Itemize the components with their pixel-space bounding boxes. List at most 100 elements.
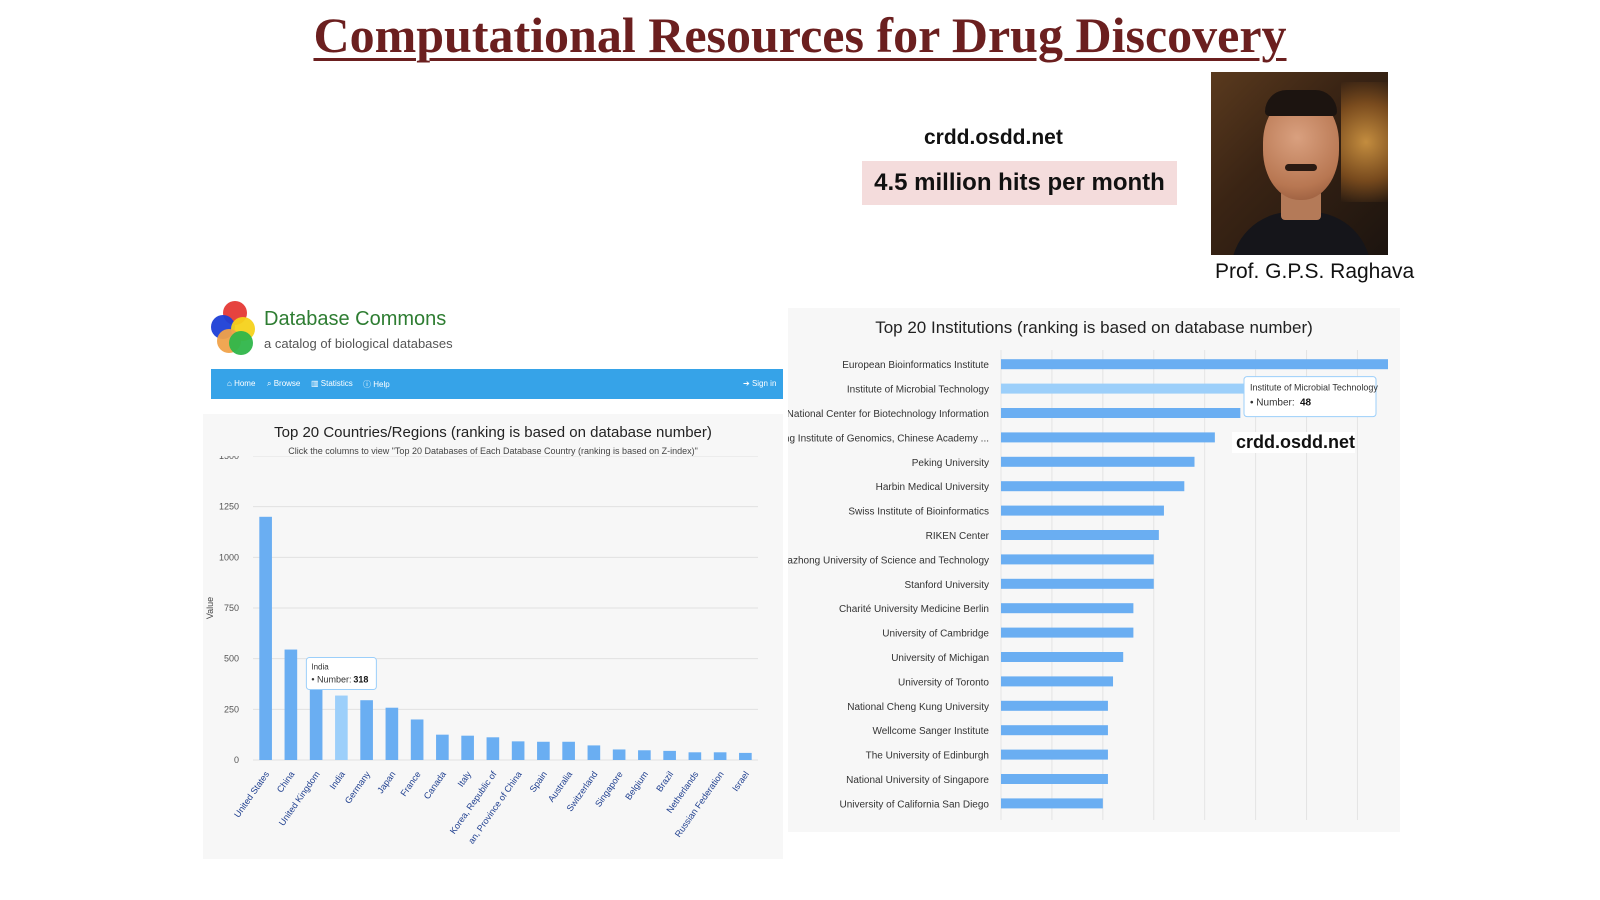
y-tick-label: National Cheng Kung University [847,702,989,713]
bar-united-kingdom [309,687,323,760]
countries-chart-title: Top 20 Countries/Regions (ranking is bas… [274,424,712,441]
bar-7 [1001,505,1164,516]
bar-korea-republic-of [486,737,500,760]
slide-title: Computational Resources for Drug Discove… [313,7,1287,63]
countries-chart: Top 20 Countries/Regions (ranking is bas… [203,414,783,859]
bar-switzerland [587,745,601,760]
x-tick-label: Canada [422,769,448,801]
nav-help[interactable]: ⓘ Help [363,380,390,389]
x-tick-label: Israel [730,769,751,793]
dc-brand[interactable]: Database Commons [264,308,447,330]
y-tick-label: The University of Edinburgh [866,751,989,762]
bar-australia [562,741,575,760]
nav-home[interactable]: ⌂ Home [227,379,256,388]
y-tick-label: University of California San Diego [839,799,989,810]
nav-browse[interactable]: ⌕ Browse [267,379,301,388]
tooltip-title: Institute of Microbial Technology [1250,383,1378,393]
y-tick-label: RIKEN Center [926,531,990,542]
bar-singapore [612,749,626,760]
y-tick-label: National Center for Biotechnology Inform… [788,409,989,420]
y-tick-label: European Bioinformatics Institute [842,360,989,371]
countries-chart-subtitle: Click the columns to view "Top 20 Databa… [288,446,698,456]
bar-india [335,695,348,760]
x-tick-label: Brazil [654,769,675,793]
bar-15 [1001,700,1108,711]
y-tick-label: University of Cambridge [882,629,989,640]
hits-badge: 4.5 million hits per month [862,161,1177,205]
dc-subtitle: a catalog of biological databases [264,336,453,351]
y-tick-label: Swiss Institute of Bioinformatics [848,507,989,518]
bar-france [410,719,424,760]
y-tick-label: Beijing Institute of Genomics, Chinese A… [788,433,989,444]
bar-16 [1001,725,1108,736]
y-tick-label: Wellcome Sanger Institute [872,726,989,737]
tooltip-box [1243,376,1377,418]
y-tick-label: Institute of Microbial Technology [847,385,989,396]
y-tick-label: University of Toronto [898,677,989,688]
bar-13 [1001,652,1124,662]
x-tick-label: Italy [456,769,474,789]
bar-japan [385,707,399,760]
bar-18 [1001,774,1108,784]
bar-14 [1001,676,1114,687]
tooltip-imtech: Institute of Microbial Technology • Numbe… [1243,376,1378,418]
x-tick-label: Spain [528,769,549,794]
site-url: crdd.osdd.net [924,126,1063,149]
y-tick-label: 1000 [219,552,239,562]
tooltip-india: India • Number: 318 [305,657,377,691]
tooltip-label: • Number: [311,675,351,685]
bar-united-states [259,516,272,760]
bar-belgium [638,750,651,760]
bar-taiwan-province-of-china [511,741,525,760]
nav-statistics[interactable]: ▥ Statistics [311,379,353,388]
bar-spain [537,741,550,760]
y-tick-label: 750 [224,603,239,613]
y-tick-label: Stanford University [905,580,989,591]
x-tick-label: Korea, Republic of [448,769,499,836]
nav-sign-in[interactable]: ➔ Sign in [743,379,777,388]
x-tick-label: Japan [375,769,397,795]
y-tick-label: Charité University Medicine Berlin [839,604,989,615]
crdd-annotation: crdd.osdd.net [1232,432,1356,453]
bar-brazil [663,750,676,760]
y-tick-label: Huazhong University of Science and Techn… [788,555,989,566]
y-tick-label: 1500 [219,456,239,461]
y-tick-label: 1250 [219,502,239,512]
dc-header: Database Commons a catalog of biological… [203,296,783,366]
bar-10 [1001,578,1154,589]
bar-6 [1001,481,1185,492]
dc-logo-icon [211,301,255,357]
bar-4 [1001,432,1215,443]
dc-nav-bar: ⌂ Home ⌕ Browse ▥ Statistics ⓘ Help ➔ Si… [211,369,783,399]
bar-1 [1001,359,1388,370]
tooltip-box [305,657,377,691]
bar-3 [1001,408,1241,418]
bar-germany [360,700,373,760]
bar-11 [1001,603,1134,614]
bar-8 [1001,530,1159,540]
tooltip-value: 48 [1300,398,1312,409]
y-tick-label: National University of Singapore [846,775,989,786]
institutions-chart-plot: European Bioinformatics Institute Institu… [788,350,1388,820]
bar-12 [1001,627,1134,638]
y-tick-label: University of Michigan [891,653,989,664]
bar-israel [739,752,752,760]
x-tick-label: Russian Federation [673,769,726,839]
y-tick-label: 250 [224,704,239,714]
bar-china [284,649,298,760]
bar-italy [461,735,474,760]
bar-17 [1001,749,1108,760]
portrait-photo [1211,72,1388,255]
x-tick-label: Germany [343,769,373,805]
tooltip-title: India [311,663,329,672]
bar-canada [436,734,449,760]
y-tick-label: 0 [234,755,239,765]
portrait-caption: Prof. G.P.S. Raghava [1215,260,1415,283]
x-tick-label: France [399,769,423,798]
x-tick-label: China [275,769,297,794]
tooltip-label: • Number: [1250,398,1295,409]
tooltip-value: 318 [353,675,368,685]
y-tick-label: Peking University [912,458,989,469]
bar-netherlands [688,752,702,760]
x-tick-label: United States [232,769,271,819]
